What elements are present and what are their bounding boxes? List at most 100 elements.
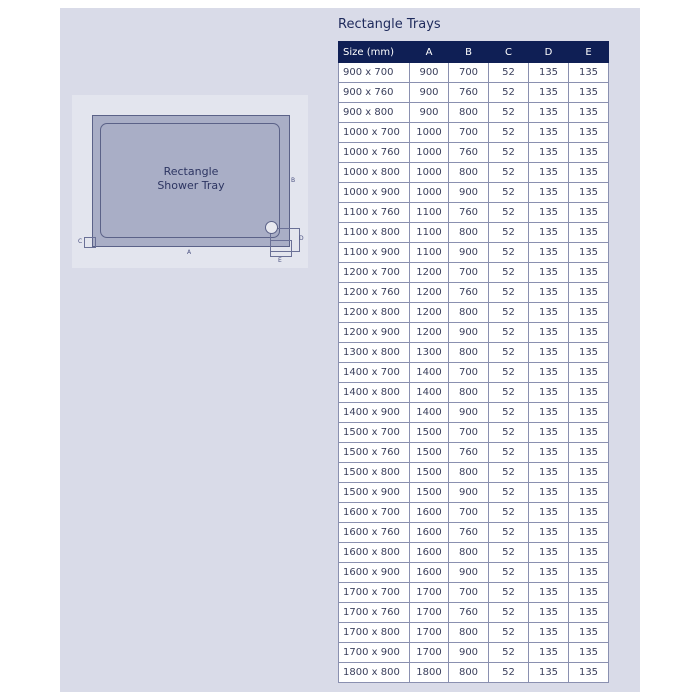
table-cell: 135 — [568, 662, 609, 683]
table-cell: 1700 — [409, 642, 449, 663]
table-cell: 900 x 700 — [338, 62, 410, 83]
table-cell: 135 — [528, 102, 569, 123]
table-cell: 760 — [448, 522, 489, 543]
table-cell: 52 — [488, 422, 529, 443]
table-cell: 135 — [568, 342, 609, 363]
table-cell: 52 — [488, 162, 529, 183]
table-cell: 52 — [488, 622, 529, 643]
table-cell: 135 — [568, 482, 609, 503]
table-cell: 135 — [568, 282, 609, 303]
table-cell: 135 — [528, 302, 569, 323]
table-row: 1500 x 900 1500 900 52 135 135 — [338, 482, 609, 503]
table-cell: 52 — [488, 182, 529, 203]
tray-inner-edge — [100, 123, 280, 238]
dim-e-box — [270, 240, 292, 257]
table-cell: 700 — [448, 422, 489, 443]
table-cell: 135 — [528, 482, 569, 503]
table-cell: 1700 — [409, 622, 449, 643]
table-row: 1500 x 700 1500 700 52 135 135 — [338, 422, 609, 443]
table-cell: 1500 — [409, 482, 449, 503]
table-cell: 52 — [488, 562, 529, 583]
table-cell: 52 — [488, 242, 529, 263]
table-cell: 700 — [448, 582, 489, 603]
table-cell: 135 — [528, 162, 569, 183]
table-cell: 135 — [568, 382, 609, 403]
table-cell: 1700 — [409, 582, 449, 603]
table-cell: 1700 — [409, 602, 449, 623]
table-row: 1500 x 800 1500 800 52 135 135 — [338, 462, 609, 483]
table-cell: 800 — [448, 382, 489, 403]
table-cell: 52 — [488, 462, 529, 483]
table-row: 1200 x 800 1200 800 52 135 135 — [338, 302, 609, 323]
table-cell: 700 — [448, 502, 489, 523]
dim-e-label: E — [278, 257, 282, 264]
table-cell: 52 — [488, 642, 529, 663]
column-header: D — [528, 41, 569, 63]
table-cell: 1700 x 700 — [338, 582, 410, 603]
table-cell: 700 — [448, 122, 489, 143]
table-row: 1700 x 800 1700 800 52 135 135 — [338, 622, 609, 643]
tray-outline — [92, 115, 290, 247]
table-cell: 900 — [448, 322, 489, 343]
waste-outlet — [265, 221, 278, 234]
table-cell: 135 — [528, 322, 569, 343]
table-row: 1200 x 900 1200 900 52 135 135 — [338, 322, 609, 343]
table-cell: 135 — [528, 662, 569, 683]
table-cell: 900 — [409, 82, 449, 103]
column-header: Size (mm) — [338, 41, 410, 63]
table-cell: 135 — [528, 382, 569, 403]
table-cell: 1000 — [409, 162, 449, 183]
table-cell: 135 — [528, 542, 569, 563]
table-cell: 1000 x 760 — [338, 142, 410, 163]
table-cell: 135 — [528, 282, 569, 303]
tray-label: Rectangle Shower Tray — [92, 165, 290, 193]
table-cell: 52 — [488, 262, 529, 283]
table-cell: 1000 x 700 — [338, 122, 410, 143]
table-cell: 1500 x 900 — [338, 482, 410, 503]
dim-c-box — [84, 237, 96, 248]
table-cell: 52 — [488, 502, 529, 523]
table-cell: 1700 x 800 — [338, 622, 410, 643]
table-cell: 1000 x 800 — [338, 162, 410, 183]
table-cell: 52 — [488, 202, 529, 223]
table-cell: 52 — [488, 282, 529, 303]
table-cell: 135 — [568, 82, 609, 103]
table-cell: 135 — [528, 462, 569, 483]
table-cell: 135 — [568, 422, 609, 443]
table-cell: 135 — [568, 62, 609, 83]
table-cell: 760 — [448, 142, 489, 163]
table-cell: 900 — [448, 642, 489, 663]
table-cell: 52 — [488, 302, 529, 323]
table-row: 1600 x 760 1600 760 52 135 135 — [338, 522, 609, 543]
table-cell: 135 — [568, 262, 609, 283]
table-cell: 52 — [488, 662, 529, 683]
table-cell: 135 — [568, 122, 609, 143]
table-cell: 1000 — [409, 182, 449, 203]
table-cell: 135 — [528, 562, 569, 583]
table-cell: 1500 x 700 — [338, 422, 410, 443]
table-cell: 1200 x 700 — [338, 262, 410, 283]
table-cell: 52 — [488, 442, 529, 463]
table-cell: 800 — [448, 462, 489, 483]
table-cell: 760 — [448, 602, 489, 623]
table-cell: 760 — [448, 82, 489, 103]
table-cell: 900 — [448, 482, 489, 503]
table-cell: 135 — [568, 442, 609, 463]
table-cell: 135 — [528, 142, 569, 163]
table-cell: 52 — [488, 222, 529, 243]
table-cell: 135 — [568, 562, 609, 583]
table-cell: 135 — [568, 322, 609, 343]
table-cell: 800 — [448, 622, 489, 643]
table-cell: 1600 — [409, 502, 449, 523]
table-cell: 135 — [568, 142, 609, 163]
table-cell: 1000 — [409, 122, 449, 143]
table-cell: 52 — [488, 342, 529, 363]
table-cell: 135 — [528, 62, 569, 83]
table-cell: 52 — [488, 322, 529, 343]
table-cell: 1300 — [409, 342, 449, 363]
table-cell: 135 — [528, 202, 569, 223]
table-row: 1200 x 760 1200 760 52 135 135 — [338, 282, 609, 303]
table-row: 1500 x 760 1500 760 52 135 135 — [338, 442, 609, 463]
table-cell: 135 — [528, 642, 569, 663]
table-cell: 1600 x 700 — [338, 502, 410, 523]
